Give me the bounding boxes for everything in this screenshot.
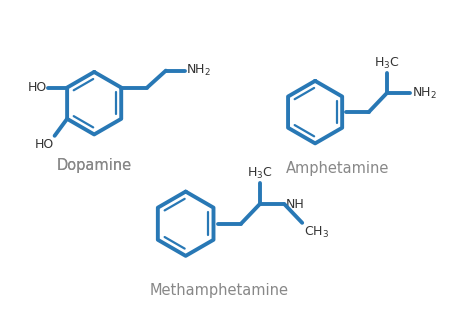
Text: NH$_2$: NH$_2$ [186, 63, 211, 78]
Text: CH$_3$: CH$_3$ [304, 225, 329, 240]
Text: Dopamine: Dopamine [56, 158, 132, 173]
Text: H$_3$C: H$_3$C [374, 56, 399, 71]
Text: H$_3$C: H$_3$C [247, 166, 273, 181]
Text: HO: HO [35, 138, 54, 151]
Text: HO: HO [27, 81, 46, 94]
Text: Methamphetamine: Methamphetamine [150, 283, 289, 298]
Text: NH: NH [286, 197, 305, 211]
Text: NH$_2$: NH$_2$ [411, 86, 437, 101]
Text: Amphetamine: Amphetamine [286, 161, 389, 176]
Text: Dopamine: Dopamine [56, 158, 132, 173]
